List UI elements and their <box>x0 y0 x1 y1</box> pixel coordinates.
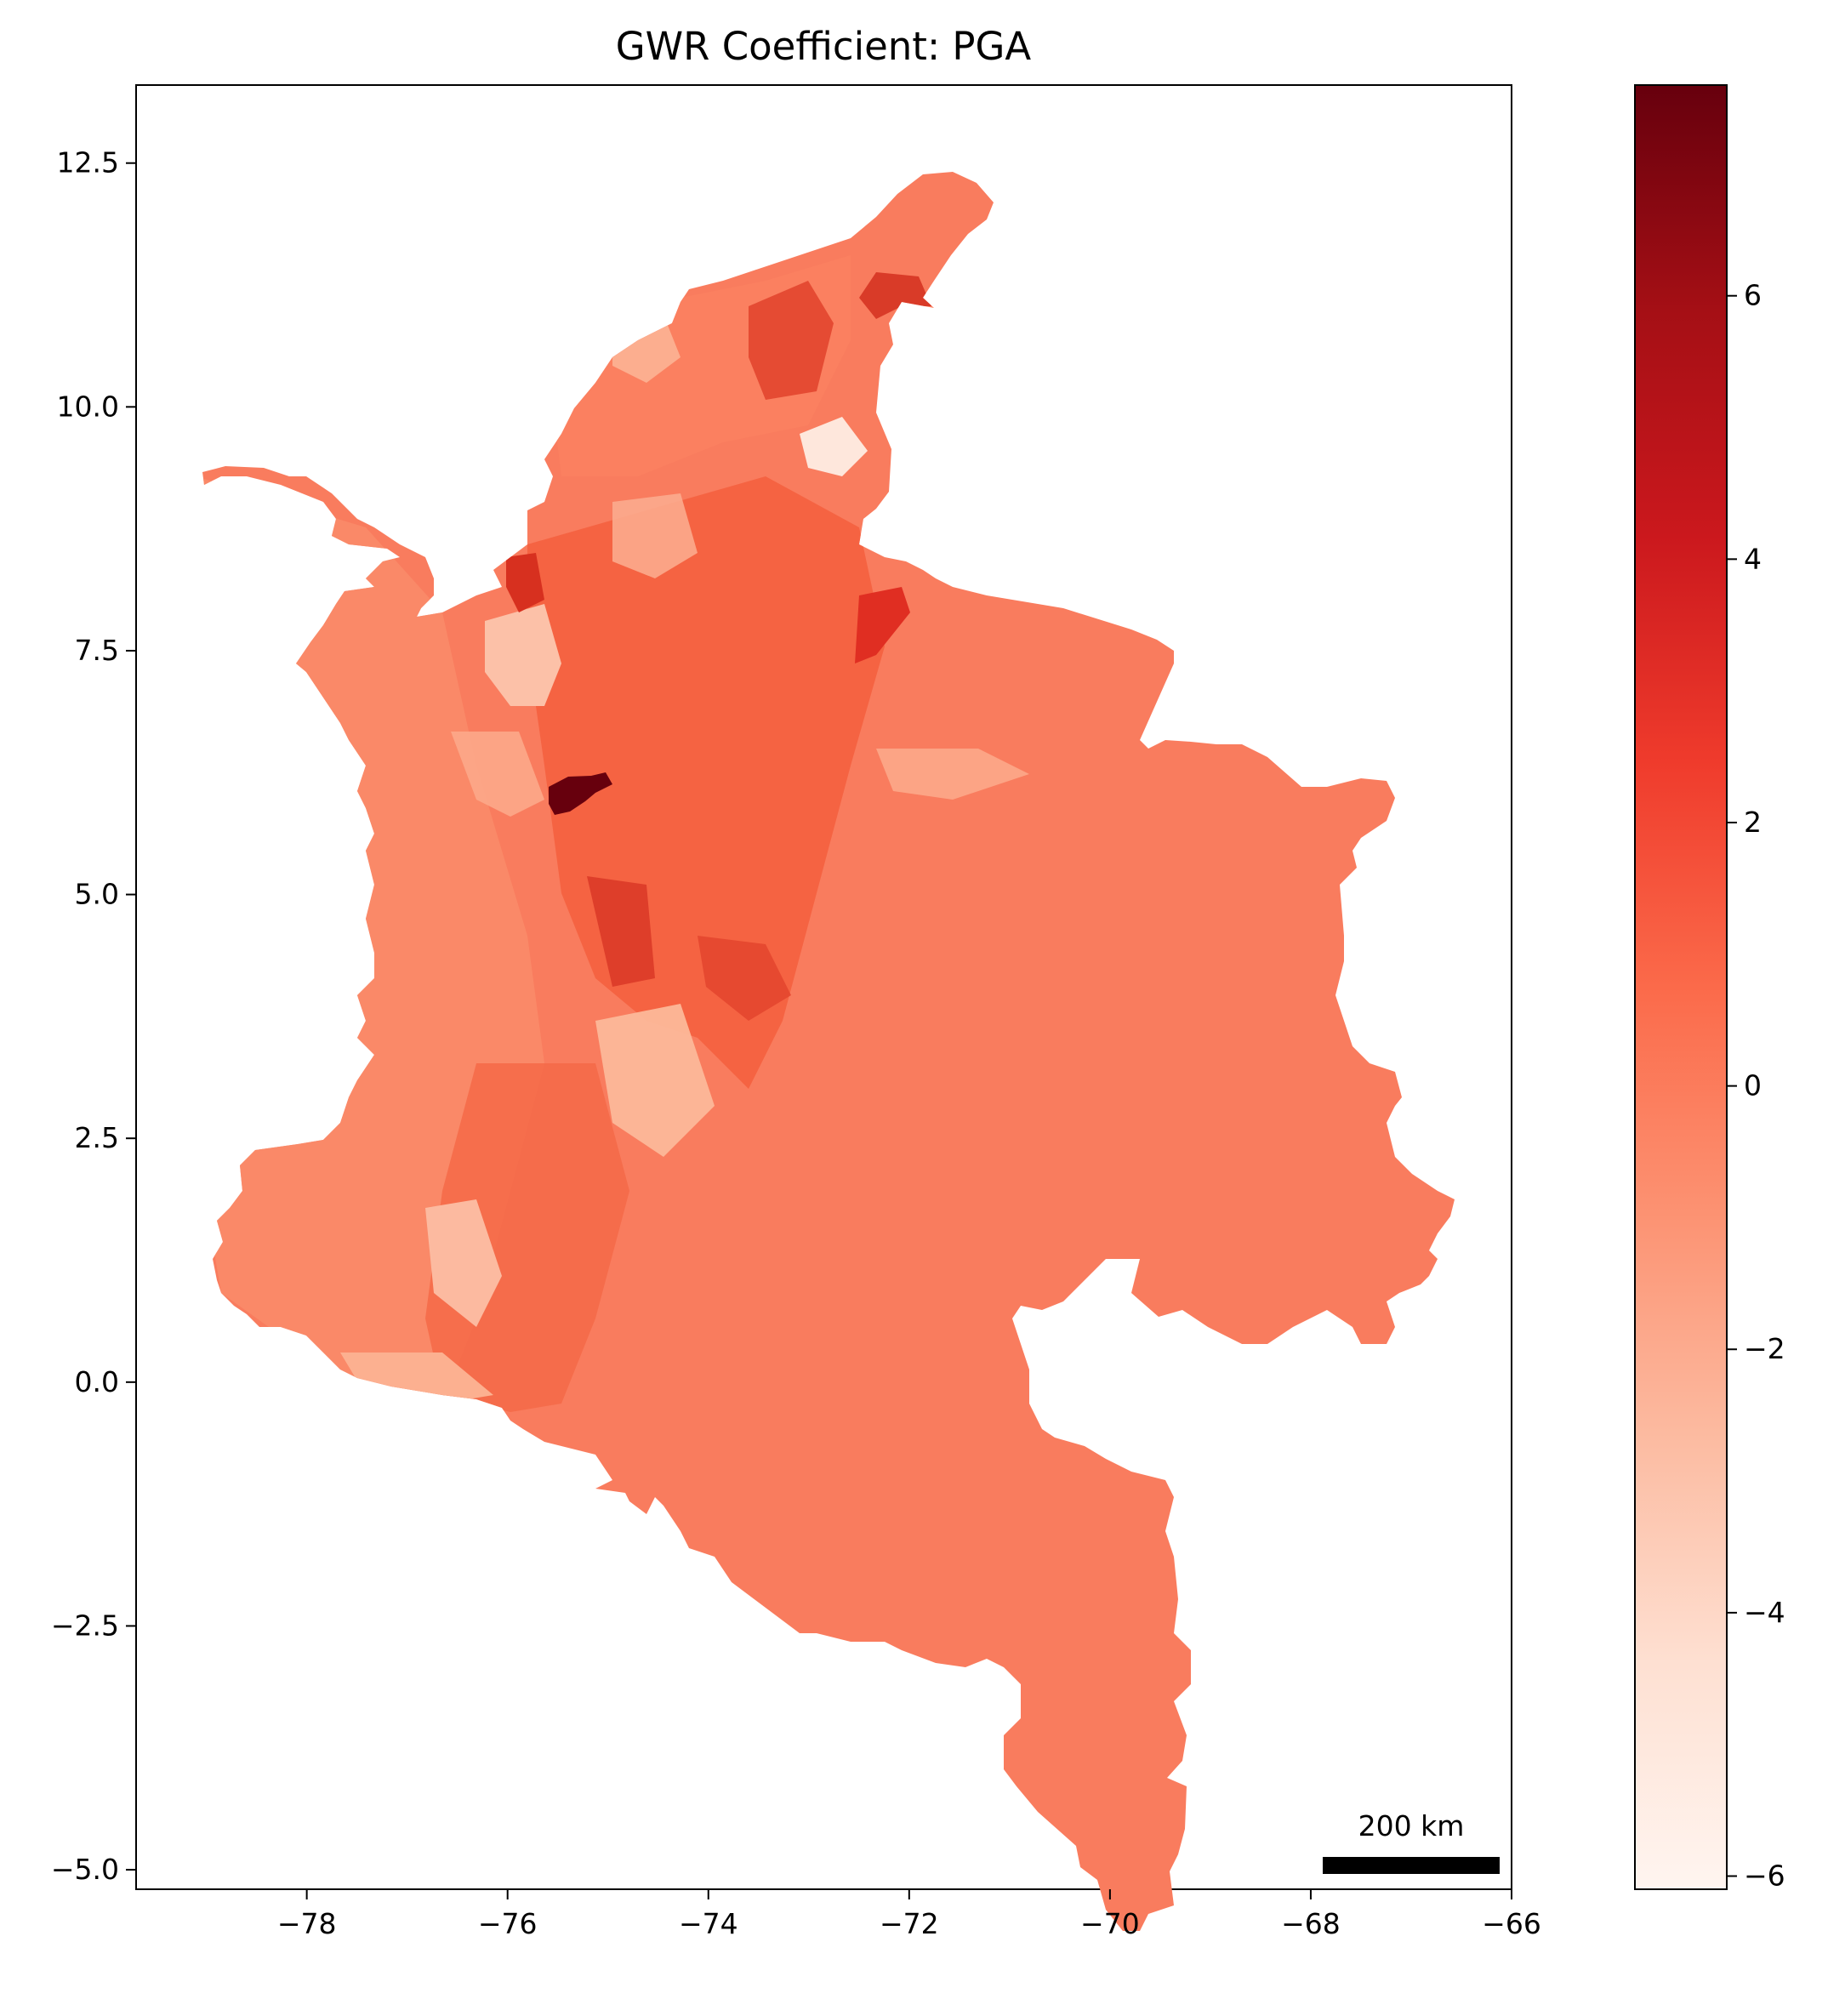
x-axis-ticks: −78 −76 −74 −72 −70 −68 −66 <box>277 1889 1541 1940</box>
y-tick-label: 7.5 <box>75 634 119 667</box>
colombia-base-region <box>202 172 1455 1931</box>
y-tick-label: 2.5 <box>75 1121 119 1154</box>
region-guajira-east <box>859 272 931 319</box>
scale-bar-line <box>1323 1857 1500 1874</box>
region-bolivar-light <box>612 493 698 578</box>
colorbar-tick-label: −2 <box>1744 1332 1785 1365</box>
colorbar-tick-label: 4 <box>1744 542 1762 575</box>
y-tick-label: 12.5 <box>57 146 119 179</box>
colorbar-tick-label: −4 <box>1744 1596 1785 1629</box>
region-catatumbo-dark <box>855 587 910 663</box>
colorbar <box>1634 84 1728 1890</box>
x-tick-label: −72 <box>880 1907 939 1940</box>
x-tick-label: −76 <box>478 1907 538 1940</box>
chart-title: GWR Coefficient: PGA <box>616 24 1032 69</box>
colorbar-tick-label: 2 <box>1744 806 1762 839</box>
y-tick-label: −2.5 <box>51 1609 119 1642</box>
x-tick-label: −68 <box>1281 1907 1341 1940</box>
colorbar-tick-label: −6 <box>1744 1859 1785 1893</box>
y-tick-label: 5.0 <box>75 878 119 911</box>
y-tick-label: 0.0 <box>75 1365 119 1398</box>
region-antioquia-light <box>451 732 544 817</box>
region-cauca-light <box>425 1199 502 1327</box>
x-tick-label: −74 <box>679 1907 738 1940</box>
region-cordoba-dark <box>506 553 544 612</box>
colorbar-tick-label: 6 <box>1744 279 1762 312</box>
y-tick-label: −5.0 <box>51 1853 119 1886</box>
colorbar-ticks: −6 −4 −2 0 2 4 6 <box>1727 279 1785 1893</box>
x-tick-label: −66 <box>1482 1907 1541 1940</box>
scale-bar: 200 km <box>1323 1809 1500 1874</box>
region-medellin-hotspot <box>549 772 612 815</box>
x-tick-label: −70 <box>1080 1907 1140 1940</box>
colombia-choropleth <box>202 172 1455 1931</box>
region-caldas-dark <box>587 876 655 987</box>
scale-bar-label: 200 km <box>1358 1809 1465 1842</box>
y-axis-ticks: −5.0 −2.5 0.0 2.5 5.0 7.5 10.0 12.5 <box>51 146 136 1886</box>
y-tick-label: 10.0 <box>57 390 119 423</box>
map-axes-frame <box>135 84 1512 1890</box>
region-huila-light <box>595 1004 715 1157</box>
x-tick-label: −78 <box>277 1907 337 1940</box>
region-guajira-dark <box>749 281 834 400</box>
colorbar-tick-label: 0 <box>1744 1069 1762 1102</box>
region-uraba-light <box>485 604 561 706</box>
region-boyaca-dark <box>698 936 791 1021</box>
region-cesar-light <box>800 417 868 476</box>
region-santander-light <box>876 749 1029 800</box>
